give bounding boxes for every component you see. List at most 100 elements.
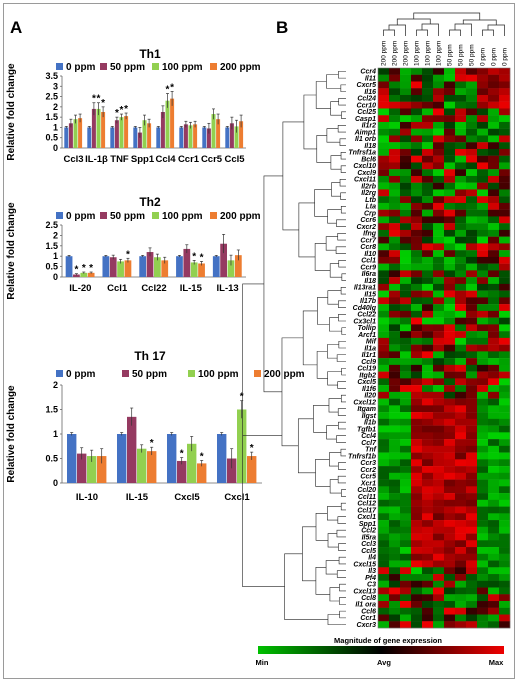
y-tick-label: 0.5 <box>45 133 58 143</box>
heatmap-cell <box>444 101 456 109</box>
gene-label: Ccl22 <box>357 312 376 319</box>
heatmap-cell <box>378 108 390 116</box>
heatmap-cell <box>378 472 390 480</box>
heatmap-cell <box>477 175 489 183</box>
heatmap-cell <box>378 250 390 258</box>
heatmap-cell <box>488 587 500 595</box>
heatmap-cell <box>400 256 412 264</box>
heatmap-cell <box>422 499 434 507</box>
heatmap-cell <box>411 385 423 393</box>
heatmap-cell <box>444 189 456 197</box>
heatmap-cell <box>455 540 467 548</box>
bar <box>183 124 188 148</box>
dendrogram-branch <box>338 597 346 605</box>
y-tick-label: 0 <box>53 143 58 153</box>
legend-label: 50 ppm <box>110 62 145 73</box>
heatmap-cell <box>477 391 489 399</box>
heatmap-cell <box>422 439 434 447</box>
dendrogram-branch <box>416 29 428 36</box>
bar <box>65 256 73 277</box>
heatmap-cell <box>378 445 390 453</box>
heatmap-cell <box>455 142 467 150</box>
heatmap-cell <box>378 142 390 150</box>
dendrogram-branch <box>337 408 346 416</box>
significance-star: * <box>192 251 196 262</box>
heatmap-cell <box>477 459 489 467</box>
heatmap-cell <box>477 250 489 258</box>
heatmap-cell <box>477 162 489 170</box>
heatmap-cell <box>433 526 445 534</box>
heatmap-cell <box>422 304 434 312</box>
heatmap-cell <box>400 283 412 291</box>
heatmap-cell <box>444 108 456 116</box>
heatmap-cell <box>499 263 511 271</box>
gene-label: Il17b <box>360 298 377 305</box>
heatmap-cell <box>499 391 511 399</box>
heatmap-cell <box>389 621 401 629</box>
bar <box>216 119 221 148</box>
heatmap-cell <box>411 135 423 143</box>
heatmap-cell <box>455 351 467 359</box>
heatmap-cell <box>389 526 401 534</box>
heatmap-cell <box>477 229 489 237</box>
heatmap-cell <box>455 155 467 163</box>
heatmap-cell <box>488 459 500 467</box>
heatmap-cell <box>444 263 456 271</box>
heatmap-cell <box>499 405 511 413</box>
heatmap-cell <box>455 317 467 325</box>
heatmap-cell <box>378 479 390 487</box>
heatmap-cell <box>422 425 434 433</box>
dendrogram-branch <box>340 394 346 403</box>
heatmap-cell <box>488 304 500 312</box>
heatmap-cell <box>400 290 412 298</box>
heatmap-cell <box>433 202 445 210</box>
heatmap-cell <box>433 459 445 467</box>
heatmap-cell <box>499 182 511 190</box>
heatmap-cell <box>433 452 445 460</box>
heatmap-cell <box>444 128 456 136</box>
heatmap-cell <box>378 452 390 460</box>
dendrogram-branch <box>315 566 330 595</box>
bar <box>227 260 235 277</box>
heatmap-cell <box>400 142 412 150</box>
heatmap-cell <box>455 587 467 595</box>
heatmap-cell <box>466 182 478 190</box>
heatmap-cell <box>411 378 423 386</box>
heatmap-cell <box>378 115 390 123</box>
gene-label: Ltb <box>365 197 377 204</box>
dendrogram-branch <box>341 489 346 497</box>
gene-label: Cxcl15 <box>353 561 376 568</box>
heatmap-cell <box>389 553 401 561</box>
heatmap-cell <box>466 560 478 568</box>
gene-label: Ccr3 <box>360 460 376 467</box>
heatmap-cell <box>378 94 390 102</box>
heatmap-cell <box>433 553 445 561</box>
heatmap-cell <box>499 479 511 487</box>
legend-label: 0 ppm <box>66 211 96 222</box>
heatmap-cell <box>477 189 489 197</box>
heatmap-cell <box>411 94 423 102</box>
heatmap-cell <box>433 364 445 372</box>
heatmap-cell <box>488 297 500 305</box>
heatmap-cell <box>444 452 456 460</box>
heatmap-cell <box>433 398 445 406</box>
bar <box>117 434 127 483</box>
heatmap-cell <box>378 283 390 291</box>
heatmap-cell <box>378 553 390 561</box>
heatmap-cell <box>477 371 489 379</box>
legend-swatch <box>254 370 261 377</box>
bar <box>73 119 78 148</box>
heatmap-cell <box>444 162 456 170</box>
heatmap-cell <box>499 493 511 501</box>
heatmap-cell <box>433 135 445 143</box>
heatmap-cell <box>466 135 478 143</box>
heatmap-cell <box>389 432 401 440</box>
heatmap-cell <box>488 445 500 453</box>
heatmap-cell <box>389 310 401 318</box>
heatmap-cell <box>455 391 467 399</box>
significance-star: * <box>82 263 86 274</box>
gene-label: Il3 <box>368 568 376 575</box>
heatmap-cell <box>444 432 456 440</box>
heatmap-cell <box>499 121 511 129</box>
dendrogram-branch <box>329 263 342 278</box>
